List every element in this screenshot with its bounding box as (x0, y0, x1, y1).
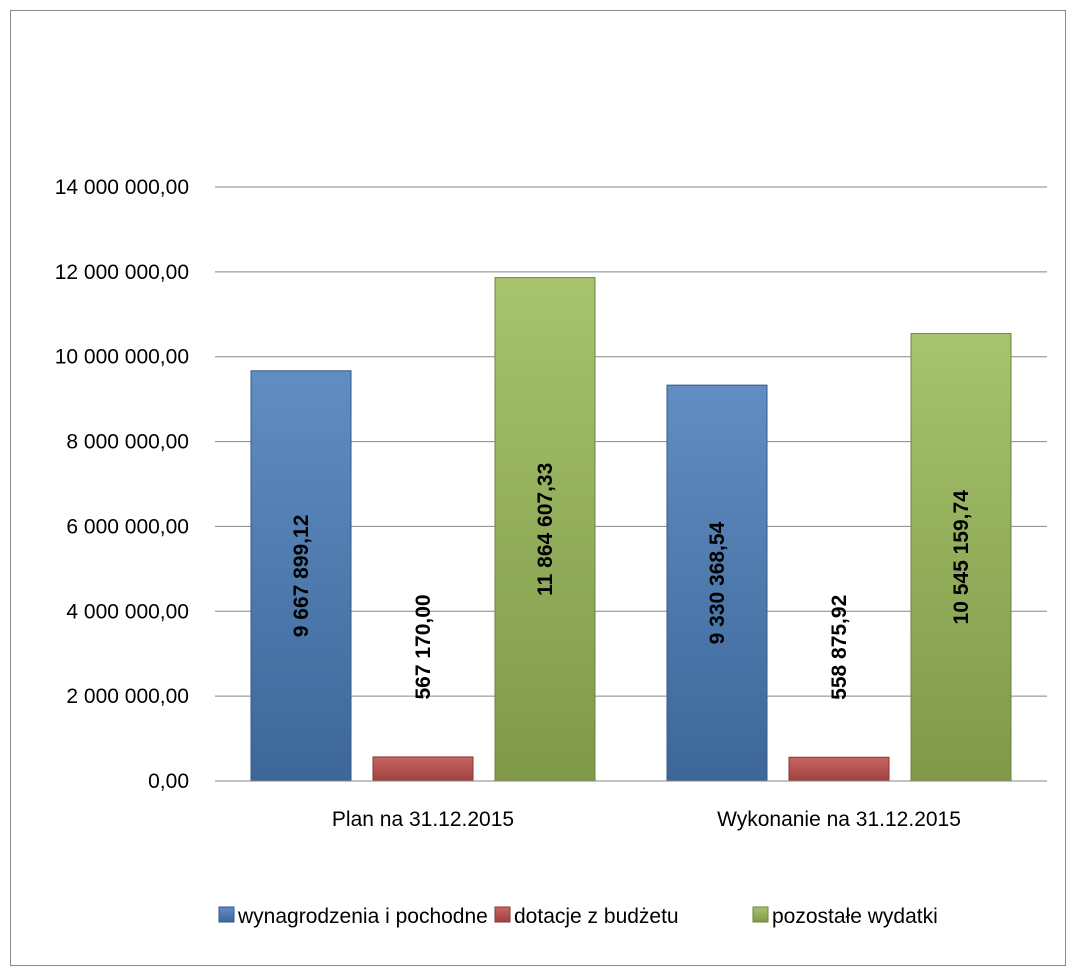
legend-label: wynagrodzenia i pochodne (237, 905, 488, 928)
y-tick-label: 14 000 000,00 (55, 176, 189, 199)
bar (372, 756, 474, 782)
data-label: 9 330 368,54 (706, 521, 729, 644)
bars (250, 277, 1012, 782)
y-tick-label: 4 000 000,00 (66, 600, 189, 623)
data-label: 567 170,00 (412, 594, 435, 699)
data-label: 558 875,92 (828, 595, 851, 700)
legend-swatch (218, 906, 235, 923)
legend-label: pozostałe wydatki (772, 905, 938, 928)
bar (666, 384, 768, 782)
y-tick-label: 2 000 000,00 (66, 685, 189, 708)
data-label: 9 667 899,12 (290, 515, 313, 638)
data-label: 11 864 607,33 (534, 463, 557, 596)
y-axis-ticks: 0,00 2 000 000,00 4 000 000,00 6 000 000,00… (55, 176, 189, 793)
bar-chart: 0,00 2 000 000,00 4 000 000,00 6 000 000,00… (55, 176, 1047, 928)
y-tick-label: 8 000 000,00 (66, 431, 189, 454)
bar (788, 756, 890, 782)
grid-lines (215, 186, 1047, 697)
legend-swatch (752, 906, 769, 923)
legend: wynagrodzenia i pochodne dotacje z budżet… (218, 905, 938, 928)
y-tick-label: 10 000 000,00 (55, 346, 189, 369)
x-category-label: Wykonanie na 31.12.2015 (717, 808, 961, 831)
legend-label: dotacje z budżetu (514, 905, 679, 928)
y-tick-label: 0,00 (148, 770, 189, 793)
x-category-label: Plan na 31.12.2015 (332, 808, 514, 831)
data-labels: 9 667 899,12 567 170,00 11 864 607,33 9 330… (290, 463, 973, 700)
data-label: 10 545 159,74 (950, 490, 973, 625)
chart-frame: 0,00 2 000 000,00 4 000 000,00 6 000 000,00… (10, 10, 1066, 966)
bar (910, 333, 1012, 782)
y-tick-label: 12 000 000,00 (55, 261, 189, 284)
category-labels: Plan na 31.12.2015 Wykonanie na 31.12.201… (332, 808, 961, 831)
bar (494, 277, 596, 782)
y-tick-label: 6 000 000,00 (66, 515, 189, 538)
legend-swatch (494, 906, 511, 923)
